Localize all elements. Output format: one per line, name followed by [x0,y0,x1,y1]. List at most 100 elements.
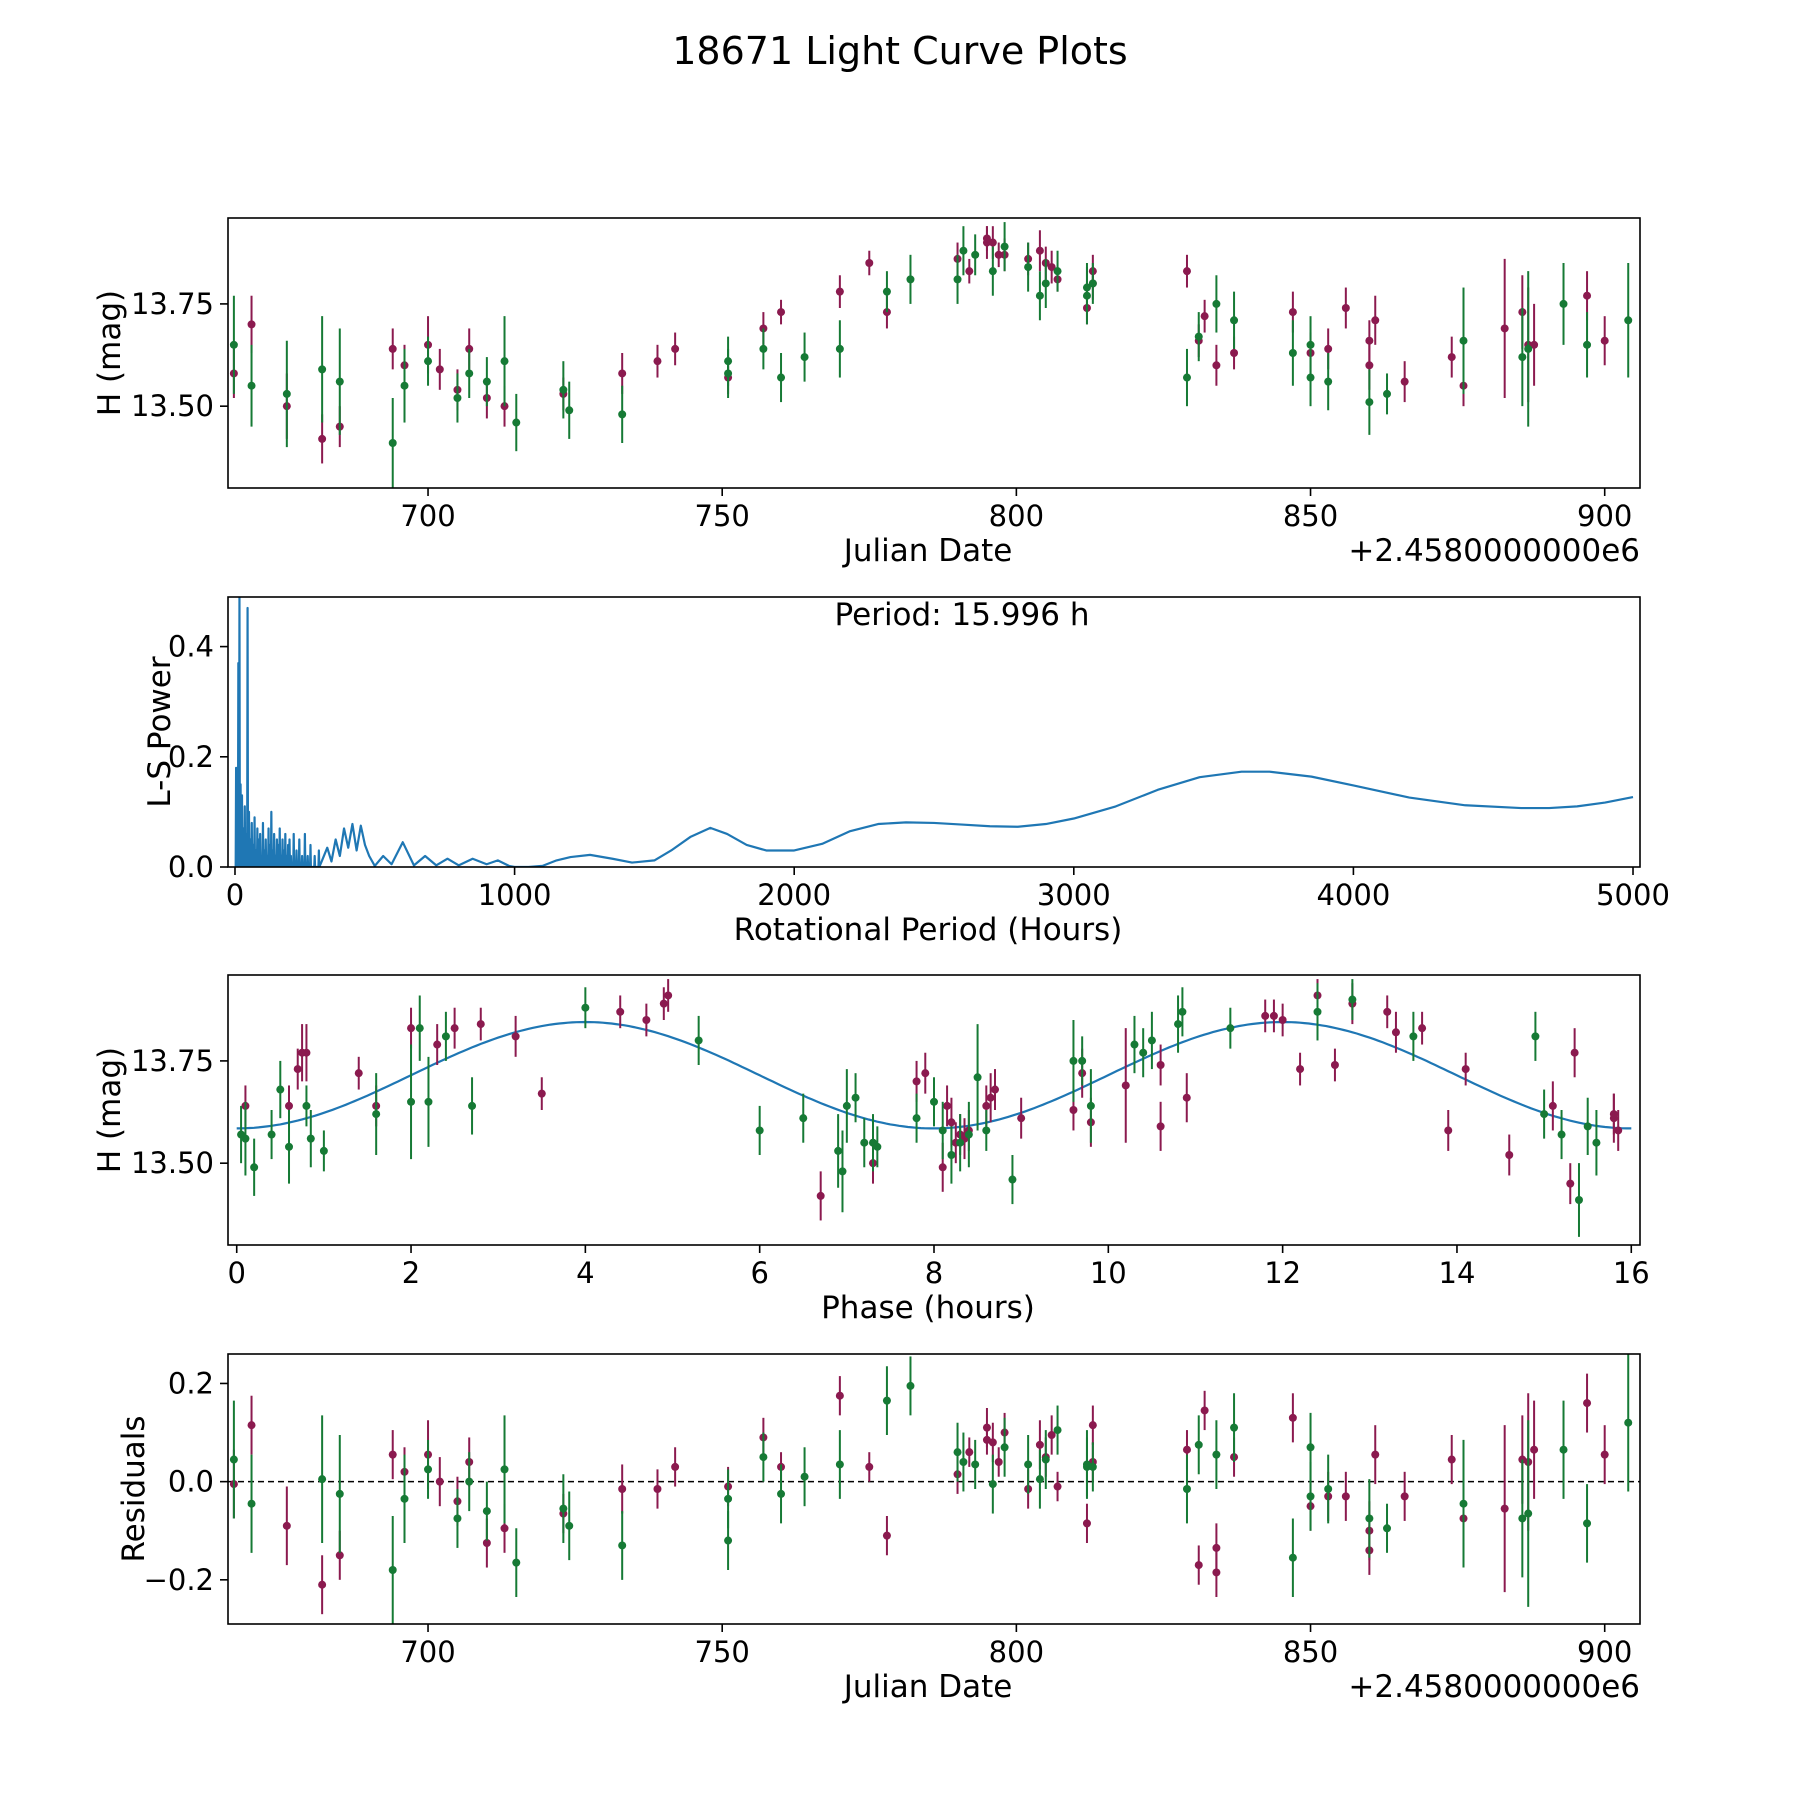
phase_fold-band_b-point-8 [319,1146,328,1155]
periodogram-plot-area [234,597,1634,867]
phase_fold-band_b-point-35 [1069,1056,1078,1065]
residuals-xtick-label-2: 800 [989,1635,1044,1669]
phase_fold-band_b-point-10 [407,1097,416,1106]
residuals-band_b-point-1 [247,1499,256,1508]
residuals-band_b-point-9 [482,1507,491,1516]
phase_fold-band_a-point-49 [1444,1126,1453,1135]
residuals-band_a-point-14 [618,1485,627,1493]
phase_fold-band_a-point-14 [642,1016,651,1024]
phase_fold-xtick-label-4: 8 [925,1256,943,1290]
phase_fold-band_b-point-21 [842,1101,851,1110]
light_curve-band_b-point-23 [906,275,915,284]
phase_fold-band_b-point-50 [1574,1196,1583,1204]
residuals-band_a-point-24 [965,1448,974,1457]
light_curve-band_b-point-8 [453,394,462,402]
residuals-band_b-point-45 [1459,1499,1468,1508]
residuals-band_b-point-12 [559,1504,568,1513]
light_curve-xtick-label-4: 900 [1577,499,1632,533]
light_curve-band_b-point-51 [1624,316,1633,325]
residuals-band_a-point-12 [500,1524,509,1533]
light_curve-band_b-point-19 [777,373,786,382]
light_curve-band_b-point-47 [1518,353,1527,362]
residuals-band_b-point-17 [759,1453,768,1462]
phase_fold-band_b-point-52 [1592,1138,1601,1147]
phase_fold-band_a-point-31 [1017,1114,1026,1123]
residuals-ytick-label-0: −0.2 [144,1563,214,1597]
residuals-band_b-point-31 [1053,1426,1062,1435]
light_curve-band_b-point-4 [335,377,344,386]
light_curve-ytick-label-1: 13.75 [131,287,214,321]
residuals-band_a-point-49 [1371,1450,1380,1459]
residuals-band_b-point-30 [1041,1455,1050,1464]
residuals-xtick-label-1: 750 [695,1635,750,1669]
phase_fold-band_b-point-51 [1583,1122,1592,1131]
residuals-band_b-point-48 [1559,1445,1568,1454]
light_curve-band_b-point-21 [835,344,844,353]
phase_fold-band_a-point-16 [664,991,673,1000]
light_curve-band_a-point-28 [994,250,1003,259]
phase_fold-band_a-point-7 [407,1024,416,1033]
residuals-band_a-point-42 [1212,1543,1221,1552]
residuals-band_a-point-1 [247,1421,256,1430]
phase_fold-xtick-label-7: 14 [1439,1256,1476,1290]
phase_fold-band_b-point-15 [581,1003,590,1012]
phase_fold-band_b-point-47 [1531,1032,1540,1041]
phase_fold-band_b-point-34 [1008,1175,1017,1184]
phase_fold-band_a-point-15 [659,999,668,1008]
periodogram-panel: 0 1000 2000 3000 4000 5000 0.0 0.2 0.4 Rotational… [142,596,1670,948]
light_curve-band_a-point-16 [671,344,680,353]
periodogram-ylabel: L-S Power [142,656,178,807]
light_curve-band_b-point-30 [1035,291,1044,300]
phase_fold-band_a-point-57 [1614,1126,1623,1135]
phase_fold-band_b-point-49 [1557,1130,1566,1139]
phase_fold-band_a-point-50 [1461,1065,1470,1074]
residuals-band_b-point-35 [1182,1485,1191,1493]
phase_fold-band_a-point-22 [943,1101,952,1110]
residuals-band_b-point-22 [906,1381,915,1390]
light_curve-band_b-point-39 [1230,316,1239,325]
light_curve-band_b-point-28 [1000,242,1009,251]
phase_fold-band_a-point-35 [1121,1081,1130,1090]
phase_fold-band_b-point-33 [982,1126,991,1135]
light_curve-band_b-point-0 [229,340,238,349]
light_curve-band_b-point-2 [282,389,291,398]
phase_fold-band_a-point-11 [511,1032,520,1041]
phase_fold-xtick-label-0: 0 [227,1256,245,1290]
light_curve-plot-area [229,222,1633,488]
phase_fold-band_a-point-5 [354,1069,363,1078]
light_curve-band_a-point-5 [388,344,397,353]
phase_fold-band_a-point-54 [1570,1048,1579,1057]
phase_fold-xtick-label-2: 4 [576,1256,594,1290]
light_curve-band_b-point-31 [1041,279,1050,288]
residuals-band_b-point-0 [229,1455,238,1464]
light_curve-band_b-point-29 [1024,263,1033,272]
phase_fold-band_b-point-17 [755,1126,764,1135]
residuals-band_b-point-14 [618,1541,627,1550]
phase_fold-xtick-label-1: 2 [402,1256,420,1290]
phase_fold-band_b-point-6 [302,1101,311,1110]
light_curve-band_a-point-8 [435,365,444,374]
light_curve-band_b-point-25 [959,246,968,255]
phase_fold-band_b-point-45 [1348,995,1357,1004]
phase_fold-band_a-point-23 [947,1118,956,1127]
light_curve-band_b-point-9 [465,369,474,378]
light_curve-band_b-point-49 [1559,299,1568,308]
light_curve-band_b-point-32 [1053,267,1062,276]
phase_fold-band_b-point-38 [1130,1040,1139,1049]
residuals-band_b-point-43 [1365,1514,1374,1523]
phase_fold-band_a-point-12 [537,1089,546,1098]
residuals-band_a-point-31 [1035,1440,1044,1449]
residuals-band_b-point-49 [1583,1519,1592,1528]
light_curve-band_b-point-3 [318,365,327,374]
phase_fold-band_b-point-44 [1313,1007,1322,1016]
residuals-band_b-point-42 [1324,1485,1333,1493]
phase_fold-model-curve [236,1020,1632,1130]
phase_fold-band_b-point-18 [799,1114,808,1123]
light_curve-band_b-point-10 [482,377,491,386]
phase_fold-band_a-point-38 [1182,1093,1191,1102]
light_curve-band_b-point-35 [1088,279,1097,288]
phase_fold-xtick-label-3: 6 [750,1256,768,1290]
phase_fold-panel: 0 2 4 6 8 10 12 14 16 13.50 13.75 Phase (hours) H (m… [92,974,1650,1326]
periodogram-ytick-label-2: 0.4 [168,630,214,664]
residuals-band_b-point-21 [882,1396,891,1405]
